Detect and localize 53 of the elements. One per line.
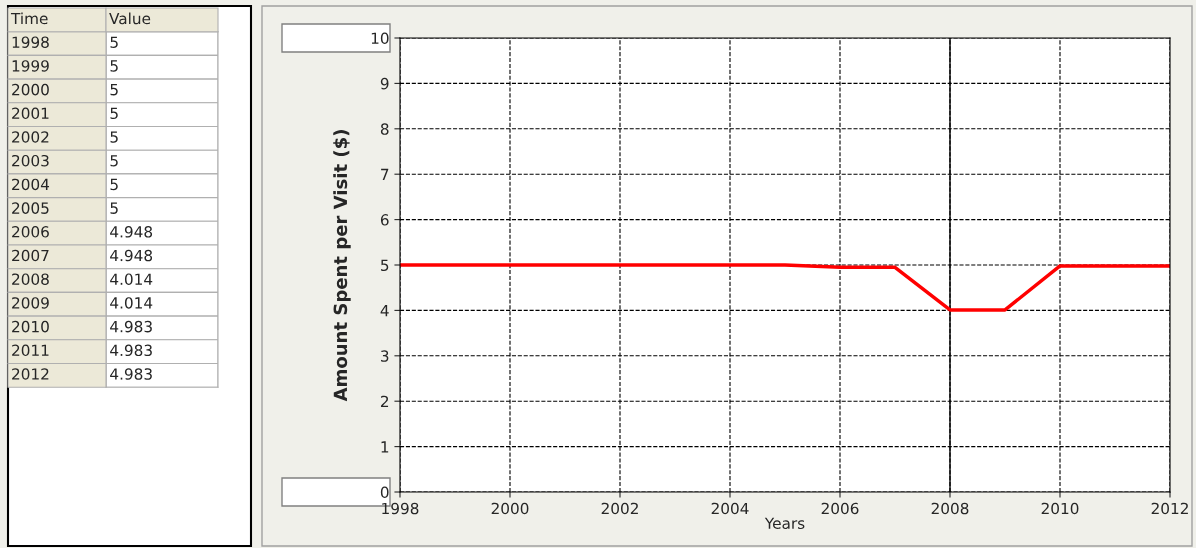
- y-tick-label: 8: [380, 123, 389, 135]
- x-tick-label: Value: [109, 12, 151, 25]
- x-tick-label: 2010: [1041, 502, 1079, 515]
- y-axis-title: Amount Spent per Visit ($): [333, 130, 351, 402]
- y-tick-label: 2003: [12, 154, 49, 167]
- y-tick-label: 10: [371, 32, 389, 45]
- y-axis-title: Time: [10, 12, 48, 25]
- y-tick-label: 2001: [12, 107, 49, 120]
- y-tick-label: 2002: [12, 131, 49, 143]
- y-tick-label: 2010: [12, 320, 49, 333]
- data-label: 5: [110, 178, 118, 191]
- data-label: 4.014: [110, 297, 153, 309]
- data-label: 4.948: [110, 226, 153, 238]
- data-label: 5: [110, 202, 118, 214]
- x-axis-title: Years: [764, 517, 805, 530]
- x-tick-label: 2012: [1151, 502, 1188, 515]
- y-tick-label: 4: [380, 305, 389, 317]
- y-tick-label: 3: [381, 350, 389, 362]
- data-label: 4.983: [110, 344, 152, 357]
- data-label: 4.983: [110, 368, 152, 380]
- y-tick-label: 2009: [12, 297, 49, 309]
- x-tick-label: 2006: [821, 502, 859, 515]
- y-tick-label: 1: [381, 441, 389, 453]
- y-tick-label: 2007: [12, 249, 49, 262]
- data-label: 5: [110, 84, 118, 96]
- y-tick-label: 6: [380, 214, 389, 226]
- y-tick-label: 2006: [12, 226, 49, 238]
- y-tick-label: 0: [380, 486, 389, 499]
- data-label: 5: [110, 131, 118, 143]
- x-tick-label: 2004: [711, 502, 749, 515]
- data-label: 4.014: [110, 273, 153, 285]
- x-tick-label: 2008: [931, 502, 969, 515]
- y-tick-label: 2012: [12, 368, 49, 380]
- x-tick-label: 2002: [601, 502, 638, 515]
- line-series: [400, 263, 1170, 312]
- y-tick-label: 5: [381, 259, 389, 272]
- data-label: 5: [110, 36, 118, 48]
- y-tick-label: 2: [380, 395, 389, 407]
- data-label: 4.948: [110, 249, 153, 262]
- y-tick-label: 1999: [12, 60, 49, 72]
- y-tick-label: 7: [381, 168, 389, 180]
- y-tick-label: 9: [380, 77, 389, 90]
- x-tick-label: 2000: [491, 502, 529, 515]
- y-tick-label: 2000: [12, 83, 49, 96]
- y-tick-label: 1998: [12, 36, 49, 48]
- y-tick-label: 2008: [12, 273, 49, 285]
- y-tick-label: 2005: [12, 202, 49, 214]
- y-tick-label: 2011: [12, 344, 49, 357]
- data-label: 5: [110, 107, 118, 120]
- data-label: 5: [110, 155, 118, 167]
- data-label: 5: [110, 60, 118, 72]
- y-tick-label: 2004: [12, 178, 50, 191]
- data-label: 4.983: [110, 320, 152, 333]
